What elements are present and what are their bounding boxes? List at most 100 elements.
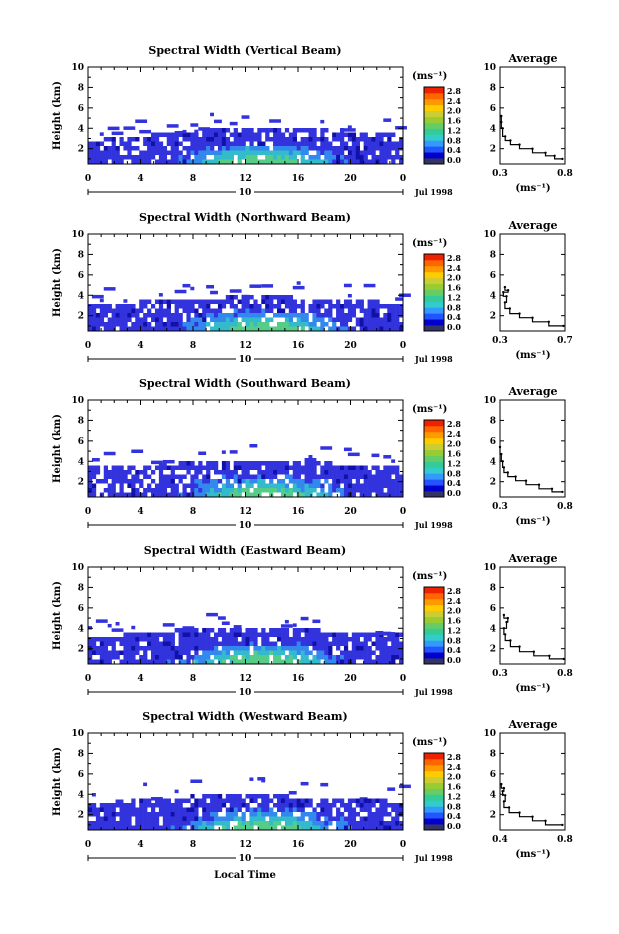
avg-x-tick-label: 0.8 bbox=[557, 502, 573, 512]
heatmap-cell bbox=[198, 821, 203, 826]
heatmap-cell bbox=[249, 322, 254, 327]
heatmap-cell bbox=[265, 650, 270, 655]
heatmap-cell bbox=[217, 807, 223, 812]
heatmap-cell bbox=[308, 159, 313, 164]
heatmap-cell bbox=[99, 803, 105, 808]
y-axis-label: Height (km) bbox=[52, 414, 63, 483]
heatmap-cell bbox=[367, 646, 372, 651]
heatmap-cell bbox=[88, 488, 93, 493]
heatmap-cell bbox=[182, 798, 187, 803]
colorbar-tick-label: 2.8 bbox=[447, 586, 461, 596]
avg-x-label: (ms⁻¹) bbox=[515, 350, 550, 361]
heatmap-cell bbox=[288, 150, 294, 155]
heatmap-cell bbox=[119, 313, 124, 318]
heatmap-cell bbox=[343, 646, 349, 651]
heatmap-cell bbox=[280, 798, 286, 803]
heatmap-cell bbox=[194, 803, 199, 808]
colorbar-tick-label: 1.2 bbox=[447, 458, 461, 468]
heatmap-cell bbox=[277, 304, 282, 309]
heatmap-cell bbox=[241, 470, 246, 475]
colorbar-swatch bbox=[424, 425, 444, 433]
heatmap-cell bbox=[375, 825, 380, 830]
heatmap-cell bbox=[198, 150, 203, 155]
heatmap-cell bbox=[391, 659, 396, 664]
heatmap-cell bbox=[328, 146, 333, 151]
heatmap-cell bbox=[284, 159, 290, 164]
heatmap-cell bbox=[198, 479, 203, 484]
heatmap-cell bbox=[351, 159, 357, 164]
heatmap-cell bbox=[284, 825, 290, 830]
heatmap-cell bbox=[88, 483, 93, 488]
heatmap-cell bbox=[343, 146, 349, 151]
heatmap-cell bbox=[273, 155, 278, 160]
heatmap-cell bbox=[249, 132, 254, 137]
heatmap-cell bbox=[379, 641, 384, 646]
heatmap-cell bbox=[214, 816, 219, 821]
heatmap-cell bbox=[249, 655, 254, 660]
heatmap-cell bbox=[119, 470, 124, 475]
heatmap-cell bbox=[178, 628, 183, 633]
heatmap-cell bbox=[221, 313, 227, 318]
heatmap-cell bbox=[387, 465, 392, 470]
heatmap-cell bbox=[280, 155, 286, 160]
heatmap-cell bbox=[194, 159, 199, 164]
heatmap-cell bbox=[166, 308, 171, 313]
heatmap-cell bbox=[383, 159, 388, 164]
heatmap-cell bbox=[147, 632, 152, 637]
heatmap-cell bbox=[162, 465, 168, 470]
heatmap-cell bbox=[277, 632, 282, 637]
heatmap-cell bbox=[151, 632, 156, 637]
heatmap-cell bbox=[292, 623, 297, 627]
heatmap-cell bbox=[151, 825, 156, 830]
x-tick-label: 0 bbox=[85, 174, 91, 184]
heatmap-cell bbox=[359, 650, 364, 655]
heatmap-cell bbox=[225, 492, 231, 497]
heatmap-cell bbox=[151, 659, 156, 664]
heatmap-cell bbox=[371, 322, 376, 327]
heatmap-cell bbox=[190, 132, 195, 137]
heatmap-cell bbox=[371, 299, 376, 304]
heatmap-cell bbox=[387, 650, 392, 655]
heatmap-cell bbox=[343, 474, 349, 479]
heatmap-cell bbox=[324, 137, 329, 142]
heatmap-cell bbox=[202, 816, 207, 821]
heatmap-cell bbox=[245, 483, 250, 488]
heatmap-cell bbox=[198, 641, 203, 646]
heatmap-cell bbox=[210, 628, 215, 633]
heatmap-cell bbox=[367, 632, 372, 637]
heatmap-cell bbox=[324, 650, 329, 655]
heatmap-cell bbox=[182, 308, 187, 313]
avg-x-label: (ms⁻¹) bbox=[515, 683, 550, 694]
heatmap-cell bbox=[273, 655, 278, 660]
heatmap-cell bbox=[158, 159, 164, 164]
avg-profile-point bbox=[532, 650, 535, 653]
heatmap-cell bbox=[324, 470, 329, 475]
heatmap-cell bbox=[312, 326, 317, 331]
heatmap-cell bbox=[257, 632, 262, 637]
heatmap-cell bbox=[343, 632, 349, 637]
heatmap-cell bbox=[343, 650, 349, 655]
heatmap-cell bbox=[343, 470, 349, 475]
heatmap-cell bbox=[210, 816, 215, 821]
heatmap-cell bbox=[249, 632, 254, 637]
heatmap-cell bbox=[277, 159, 282, 164]
heatmap-cell bbox=[131, 313, 136, 318]
heatmap-cell bbox=[99, 816, 105, 821]
heatmap-cell bbox=[91, 637, 97, 642]
heatmap-cell bbox=[206, 128, 211, 133]
heatmap-cell bbox=[328, 159, 333, 164]
heatmap-cell bbox=[123, 825, 128, 830]
heatmap-cell bbox=[229, 299, 234, 304]
heatmap-cell bbox=[143, 470, 148, 475]
heatmap-cell bbox=[359, 137, 364, 142]
heatmap-cell bbox=[332, 474, 337, 479]
heatmap-cell bbox=[131, 655, 136, 660]
heatmap-cell bbox=[190, 816, 195, 821]
heatmap-cell bbox=[103, 650, 108, 655]
avg-title: Average bbox=[507, 385, 557, 398]
heatmap-cell bbox=[375, 798, 380, 803]
heatmap-cell bbox=[308, 488, 313, 493]
heatmap-cell bbox=[237, 641, 242, 646]
heatmap-cell bbox=[324, 308, 329, 313]
heatmap-cell bbox=[249, 659, 254, 664]
